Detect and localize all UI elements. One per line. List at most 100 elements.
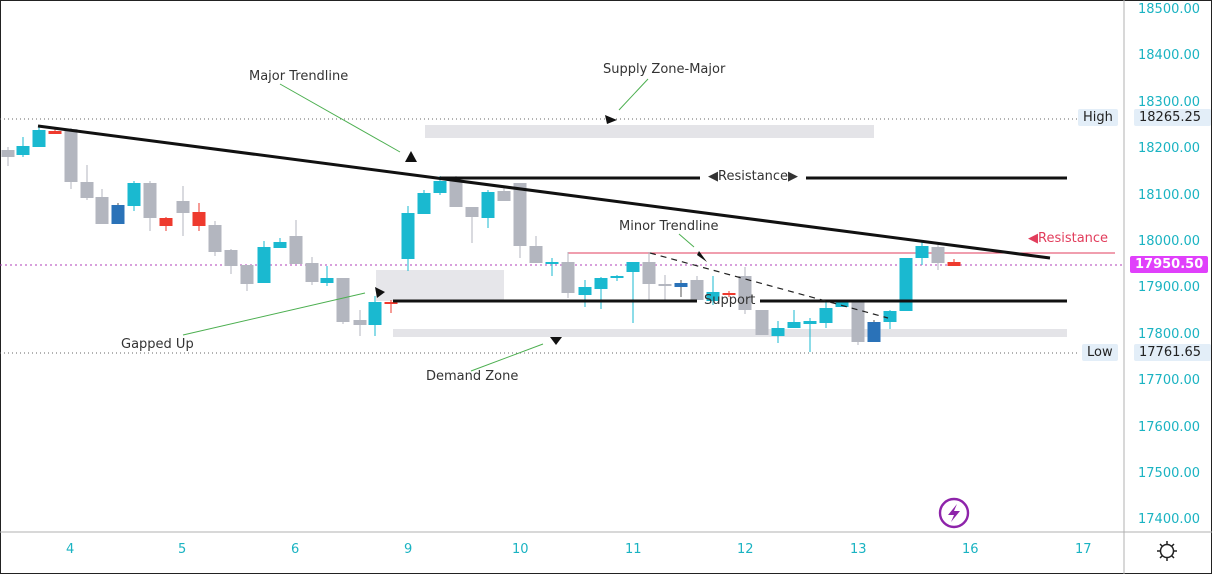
candle: [674, 280, 688, 297]
candle: [465, 207, 479, 243]
candle: [803, 318, 817, 352]
candle: [529, 236, 543, 263]
candle: [80, 165, 94, 200]
candle: [594, 277, 608, 309]
candle: [497, 188, 511, 201]
price-tick-label: 18400.00: [1138, 48, 1201, 64]
candle: [32, 126, 46, 147]
gap-zone[interactable]: [376, 270, 504, 301]
price-tick-label: 18100.00: [1138, 187, 1201, 203]
price-tick-label: 17800.00: [1138, 326, 1201, 342]
arrow-head-icon: [375, 287, 385, 298]
high-label: High: [1078, 109, 1118, 126]
candle: [208, 221, 222, 256]
low-label: Low: [1082, 344, 1118, 361]
candle: [320, 266, 334, 286]
candle: [16, 137, 30, 157]
major-trendline[interactable]: [37, 124, 1051, 260]
arrow-head-icon: [605, 115, 617, 124]
minor-trendline-label[interactable]: Minor Trendline: [619, 219, 719, 234]
price-tick-label: 18000.00: [1138, 234, 1201, 249]
candle: [224, 249, 238, 274]
candle: [722, 291, 736, 297]
resistance-label[interactable]: ◀Resistance▶: [706, 169, 801, 184]
time-tick-label: 12: [737, 542, 754, 557]
candle: [257, 241, 271, 283]
candle: [159, 217, 173, 231]
support-label[interactable]: Support: [704, 293, 756, 308]
gapped-up-callout: [182, 292, 366, 336]
candle: [176, 186, 190, 236]
candle: [642, 252, 656, 300]
price-tick-label: 17600.00: [1138, 419, 1201, 435]
arrow-head-icon: [405, 151, 417, 162]
candlestick-series: [1, 126, 961, 352]
candle: [755, 310, 769, 335]
candle: [931, 245, 945, 270]
candle: [578, 280, 592, 307]
time-tick-label: 6: [291, 542, 300, 557]
high-value: 18265.25: [1134, 109, 1212, 126]
candle: [95, 189, 109, 224]
candle: [690, 276, 704, 300]
price-tick-label: 17500.00: [1138, 466, 1201, 481]
time-tick-label: 10: [512, 542, 529, 557]
time-tick-label: 11: [625, 542, 642, 557]
candle: [915, 240, 929, 265]
time-tick-label: 5: [178, 542, 187, 557]
minor-trendline-callout: [678, 233, 695, 248]
candle: [401, 206, 415, 271]
price-tick-label: 18200.00: [1138, 141, 1201, 157]
candle: [787, 310, 801, 328]
major-trendline-label[interactable]: Major Trendline: [249, 69, 349, 84]
candle: [513, 183, 527, 258]
gapped-up-label[interactable]: Gapped Up: [121, 337, 194, 352]
candle: [127, 181, 141, 211]
candle: [658, 275, 672, 301]
price-tick-label: 17700.00: [1138, 373, 1201, 389]
candle: [899, 258, 913, 311]
candle: [851, 301, 865, 345]
candle: [353, 310, 367, 336]
demand-zone-callout: [470, 343, 544, 372]
resistance-red-label[interactable]: ◀Resistance: [1028, 231, 1109, 246]
candle: [947, 259, 961, 266]
candle: [64, 128, 78, 189]
supply-zone[interactable]: [425, 125, 874, 138]
candle: [883, 310, 897, 329]
lightning-icon[interactable]: [938, 497, 970, 529]
price-tick-label: 17400.00: [1138, 512, 1201, 528]
candle: [610, 275, 624, 281]
candle: [626, 262, 640, 323]
time-tick-label: 13: [850, 542, 867, 557]
arrow-head-icon: [697, 251, 707, 262]
candle: [867, 320, 881, 342]
gear-icon[interactable]: [1157, 541, 1177, 561]
candle: [305, 257, 319, 285]
time-tick-label: 4: [66, 542, 75, 557]
last-price-badge: 17950.50: [1130, 256, 1209, 273]
candle: [738, 267, 752, 314]
time-tick-label: 9: [404, 542, 413, 557]
demand-zone-label[interactable]: Demand Zone: [426, 369, 519, 384]
candle: [240, 265, 254, 291]
demand-zone[interactable]: [393, 329, 1067, 337]
arrow-head-icon: [550, 337, 562, 345]
candle: [111, 203, 125, 224]
price-tick-label: 18500.00: [1138, 2, 1201, 17]
candle: [384, 300, 398, 313]
candle: [706, 276, 720, 305]
supply-zone-callout: [618, 78, 649, 111]
price-tick-label: 18300.00: [1138, 94, 1201, 110]
candle: [1, 147, 15, 166]
minor-trendline[interactable]: [649, 252, 889, 319]
candle: [481, 190, 495, 228]
candle: [545, 258, 559, 276]
candle: [819, 302, 833, 328]
supply-zone-label[interactable]: Supply Zone-Major: [603, 62, 726, 77]
candle: [143, 181, 157, 231]
major-trendline-callout: [279, 83, 401, 153]
candle: [368, 296, 382, 336]
price-tick-label: 17900.00: [1138, 280, 1201, 296]
